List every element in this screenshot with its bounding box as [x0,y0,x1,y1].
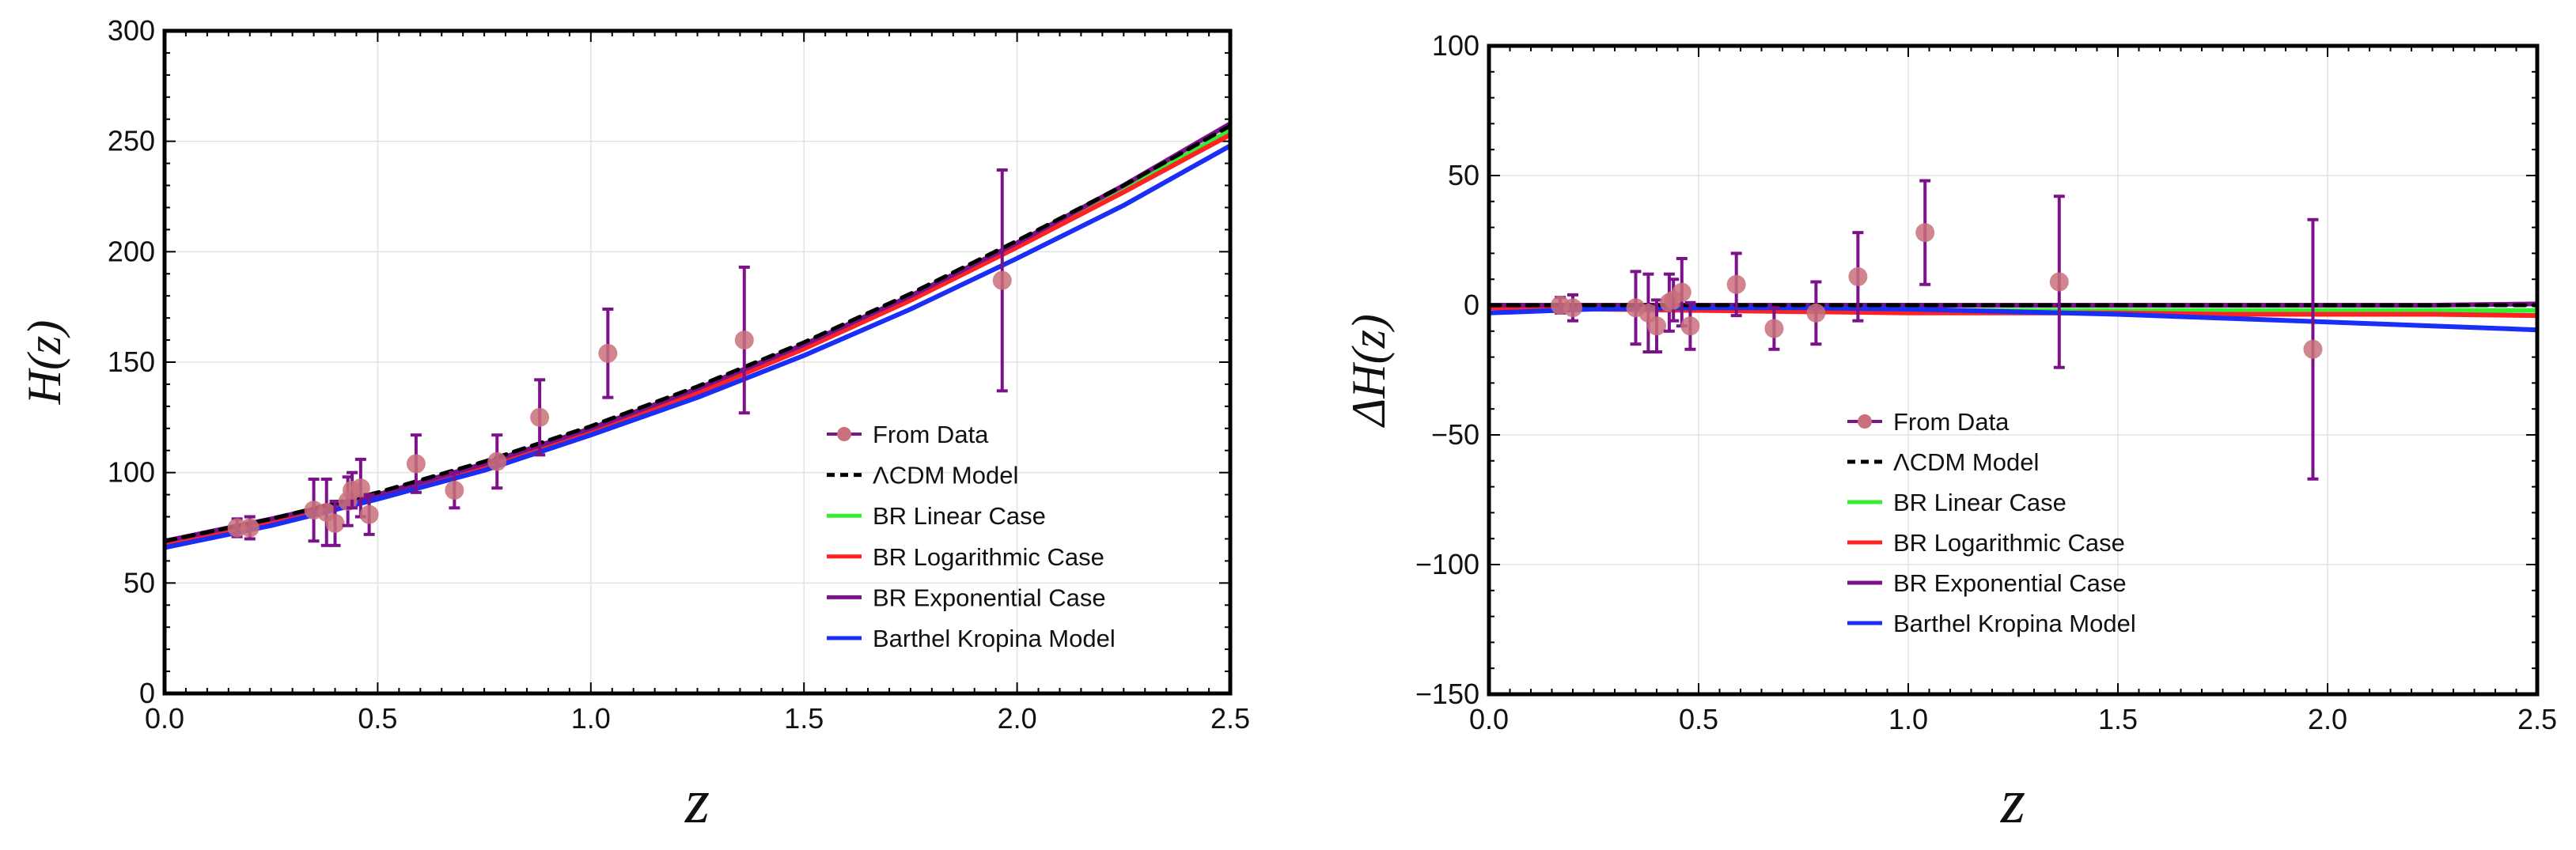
y-tick-label: 150 [108,346,155,378]
data-point [445,481,464,501]
data-point [1563,298,1582,318]
y-tick-label: 50 [123,566,155,599]
legend: From Data ΛCDM Model BR Linear Case BR Loga… [1847,408,2136,637]
x-tick-label: 0.0 [1469,703,1509,735]
x-tick-label: 2.0 [2308,703,2347,735]
legend-label: BR Linear Case [873,502,1046,530]
data-point [1672,282,1691,302]
data-point [350,478,370,498]
data-point [530,407,550,427]
data-point [992,270,1012,290]
x-tick-label: 2.5 [1210,702,1250,735]
legend-label: ΛCDM Model [873,462,1018,489]
data-point [359,504,379,524]
hubble-chart: 0.0 0.5 1.0 1.5 2.0 2.5 0 50 100 150 200 250 300 z H(z… [18,14,1250,837]
legend: From Data ΛCDM Model BR Linear Case BR Loga… [827,421,1116,652]
series-line-br-logarithmic-case [165,132,1230,546]
legend-marker [837,427,851,441]
data-point [1848,266,1868,286]
legend-marker [1858,414,1872,429]
legend-label: BR Exponential Case [1893,569,2127,597]
y-tick-label: 100 [108,456,155,489]
series-line-br-linear-case [165,127,1230,546]
data-points [227,168,1012,547]
x-tick-label: 1.0 [1888,703,1928,735]
legend-label: ΛCDM Model [1893,448,2039,476]
y-tick-label: −100 [1415,548,1479,580]
y-axis-title: H(z) [18,320,70,406]
y-tick-label: 0 [139,677,155,709]
data-point [598,343,618,363]
model-curves [165,121,1230,550]
delta-hubble-chart: 0.0 0.5 1.0 1.5 2.0 2.5 −150 −100 −50 0 50 100 z ΔH(z… [1343,29,2557,837]
data-point [1764,319,1784,338]
legend-label: BR Linear Case [1893,489,2066,516]
x-tick-label: 0.5 [358,702,397,735]
y-tick-label: −50 [1431,418,1479,451]
x-tick-label: 1.5 [2098,703,2138,735]
legend-label: Barthel Kropina Model [1893,610,2136,637]
x-tick-label: 0.5 [1679,703,1718,735]
data-point [240,518,259,538]
y-tick-label: −150 [1415,678,1479,710]
legend-label: Barthel Kropina Model [873,625,1116,652]
data-point [325,513,345,533]
data-point [406,454,426,474]
legend-label: BR Logarithmic Case [1893,529,2125,557]
legend-label: BR Logarithmic Case [873,543,1104,571]
y-tick-label: 50 [1448,159,1479,191]
x-tick-label: 2.5 [2517,703,2557,735]
x-tick-label: 0.0 [145,702,184,735]
x-tick-label: 1.0 [571,702,611,735]
legend-label: From Data [873,421,989,448]
data-point [1726,274,1746,294]
y-tick-label: 100 [1432,29,1479,62]
grid [1488,45,2538,695]
data-point [1806,303,1826,323]
data-points [1551,179,2323,481]
data-point [2049,272,2069,292]
y-tick-label: 200 [108,235,155,267]
x-axis-title: z [2000,767,2025,837]
x-tick-label: 2.0 [998,702,1037,735]
data-point [487,451,507,471]
data-point [2303,339,2323,359]
x-tick-label: 1.5 [784,702,824,735]
series-line-barthel-kropina-model [165,143,1230,550]
y-axis-title: ΔH(z) [1343,314,1395,428]
y-tick-label: 0 [1464,289,1479,321]
plot-frame [162,28,1233,696]
data-point [1647,316,1666,336]
data-point [1680,316,1700,336]
data-point [734,331,754,350]
legend-label: From Data [1893,408,2010,436]
data-point [1915,223,1935,243]
plot-frame [1487,43,2540,697]
y-tick-label: 300 [108,14,155,47]
axis-ticks [1488,45,2538,695]
legend-label: BR Exponential Case [873,584,1106,611]
x-axis-title: z [684,767,710,837]
y-tick-label: 250 [108,125,155,157]
